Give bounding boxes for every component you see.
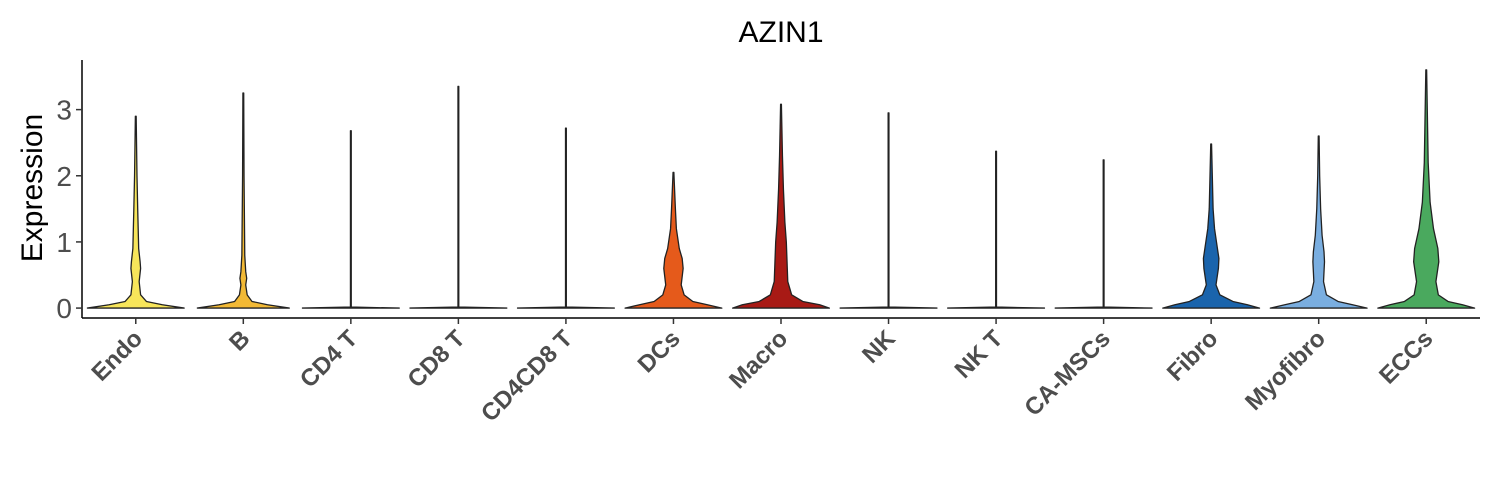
violin-cd4cd8-t — [516, 127, 615, 309]
violin-eccs — [1377, 69, 1476, 309]
x-tick-label: CA-MSCs — [1019, 325, 1115, 421]
x-tick-label: DCs — [633, 325, 686, 378]
x-tick-label: Endo — [86, 325, 148, 387]
x-tick-label: Macro — [724, 325, 793, 394]
violin-cd8-t — [409, 85, 508, 309]
chart-title: AZIN1 — [738, 16, 823, 49]
x-tick-label: B — [224, 325, 255, 356]
x-tick-label: CD4 T — [295, 325, 363, 393]
x-tick-label: NK — [857, 325, 901, 369]
y-tick-label: 2 — [56, 161, 72, 192]
x-tick-label: NK T — [950, 325, 1009, 384]
x-tick-label: Fibro — [1162, 325, 1224, 387]
violin-ca-mscs — [1054, 159, 1153, 309]
y-tick-label: 1 — [56, 227, 72, 258]
y-tick-label: 0 — [56, 293, 72, 324]
violin-b — [196, 92, 290, 309]
violin-group — [86, 69, 1476, 309]
y-axis: 0 1 2 3 — [56, 60, 83, 324]
x-tick-label: CD4CD8 T — [476, 325, 578, 427]
violin-dcs — [624, 171, 723, 309]
x-tick-label: CD8 T — [403, 325, 471, 393]
y-axis-label: Expression — [16, 114, 49, 262]
violin-endo — [86, 115, 185, 309]
x-tick-label: ECCs — [1374, 325, 1438, 389]
violin-nk — [839, 112, 938, 309]
violin-fibro — [1162, 143, 1261, 309]
violin-cd4-t — [301, 130, 400, 309]
violin-myofibro — [1269, 135, 1368, 309]
x-axis: Endo B CD4 T CD8 T CD4CD8 T DCs Macro NK NK T CA-… — [82, 317, 1480, 427]
y-tick-label: 3 — [56, 95, 72, 126]
violin-macro — [731, 103, 831, 309]
x-tick-label: Myofibro — [1240, 325, 1331, 416]
violin-nk-t — [947, 150, 1046, 309]
